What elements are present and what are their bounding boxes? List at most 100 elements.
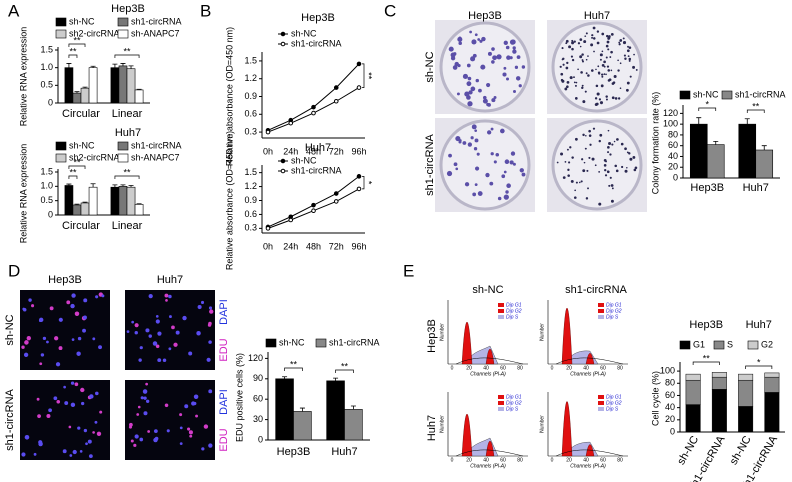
colony	[617, 59, 619, 62]
colony	[503, 40, 508, 45]
x-tick-label: 0h	[263, 146, 273, 156]
nucleus	[195, 414, 199, 418]
colony	[474, 33, 478, 37]
flow-g2-peak	[485, 440, 495, 457]
colony	[486, 102, 490, 107]
panel-letter: D	[8, 261, 20, 280]
colony	[571, 41, 575, 45]
colony	[512, 46, 516, 50]
y-tick-label: 0	[48, 97, 53, 107]
nucleus	[33, 452, 37, 456]
nucleus	[64, 401, 69, 405]
colony	[624, 147, 627, 151]
nucleus	[40, 353, 45, 357]
column-label: Huh7	[584, 10, 610, 22]
colony	[594, 164, 597, 167]
colony	[581, 86, 584, 89]
bar	[344, 409, 363, 441]
colony	[610, 69, 613, 72]
colony	[571, 58, 575, 62]
nucleus	[87, 439, 92, 444]
legend-label: sh-NC	[69, 16, 95, 26]
colony	[467, 101, 473, 107]
nucleus	[31, 304, 35, 308]
colony	[480, 64, 486, 70]
colony	[455, 167, 459, 171]
colony	[466, 81, 472, 87]
colony	[519, 168, 524, 173]
colony	[566, 85, 569, 88]
colony	[592, 26, 596, 30]
y-tick-label: 20	[665, 414, 675, 424]
nucleus	[165, 299, 168, 302]
nucleus	[164, 403, 169, 408]
significance-label: **	[73, 35, 81, 45]
nucleus	[139, 437, 144, 442]
significance-bracket	[68, 175, 78, 179]
y-tick-label: 0.9	[244, 195, 257, 205]
fluorescence-image	[20, 380, 110, 460]
colony	[605, 95, 608, 98]
flow-tick-label: 60	[600, 457, 606, 463]
legend-swatch	[117, 141, 129, 151]
colony	[615, 169, 619, 173]
flow-tick-label: 80	[517, 365, 523, 371]
legend-label: G1	[693, 339, 705, 349]
colony	[629, 157, 633, 161]
nucleus	[133, 443, 137, 447]
colony	[614, 164, 618, 168]
flow-tick-label: 40	[483, 457, 489, 463]
colony	[493, 160, 497, 164]
colony	[566, 148, 569, 151]
colony	[604, 168, 607, 172]
colony	[578, 181, 581, 184]
colony	[575, 81, 578, 84]
nucleus	[168, 347, 172, 351]
colony	[601, 75, 604, 78]
nucleus	[77, 426, 81, 430]
colony	[510, 151, 516, 156]
colony	[470, 56, 476, 62]
bar	[755, 149, 774, 179]
colony	[608, 184, 611, 187]
legend-label: S	[727, 339, 733, 349]
nucleus	[193, 394, 199, 400]
legend-swatch	[265, 338, 277, 348]
significance-bracket	[284, 367, 303, 371]
colony	[624, 169, 628, 173]
legend-label: sh1-circRNA	[291, 38, 342, 48]
nucleus	[96, 431, 102, 436]
significance-bracket	[114, 175, 140, 179]
bar-segment	[764, 376, 780, 393]
colony	[479, 39, 483, 43]
y-tick-label: 20	[668, 162, 678, 172]
bar	[88, 67, 98, 104]
colony	[603, 65, 606, 68]
bar	[64, 185, 74, 216]
colony	[632, 156, 636, 159]
colony	[620, 142, 624, 146]
colony	[462, 141, 467, 145]
nucleus	[92, 337, 96, 341]
y-tick-label: 1.5	[244, 167, 257, 177]
colony	[556, 161, 559, 164]
colony	[592, 127, 596, 130]
point	[356, 61, 362, 67]
nucleus	[145, 399, 150, 403]
colony	[457, 36, 463, 42]
error-bar	[713, 140, 719, 145]
colony	[611, 187, 614, 190]
nucleus	[89, 394, 94, 399]
colony	[610, 32, 614, 36]
colony	[627, 45, 629, 48]
significance-label: **	[69, 46, 77, 56]
colony	[598, 98, 602, 101]
legend-swatch	[117, 29, 129, 39]
colony	[509, 160, 514, 165]
colony	[610, 199, 614, 203]
colony	[470, 86, 476, 92]
colony	[626, 49, 630, 53]
nucleus	[101, 294, 105, 298]
nucleus	[56, 399, 61, 404]
panel-letter: E	[403, 261, 414, 280]
